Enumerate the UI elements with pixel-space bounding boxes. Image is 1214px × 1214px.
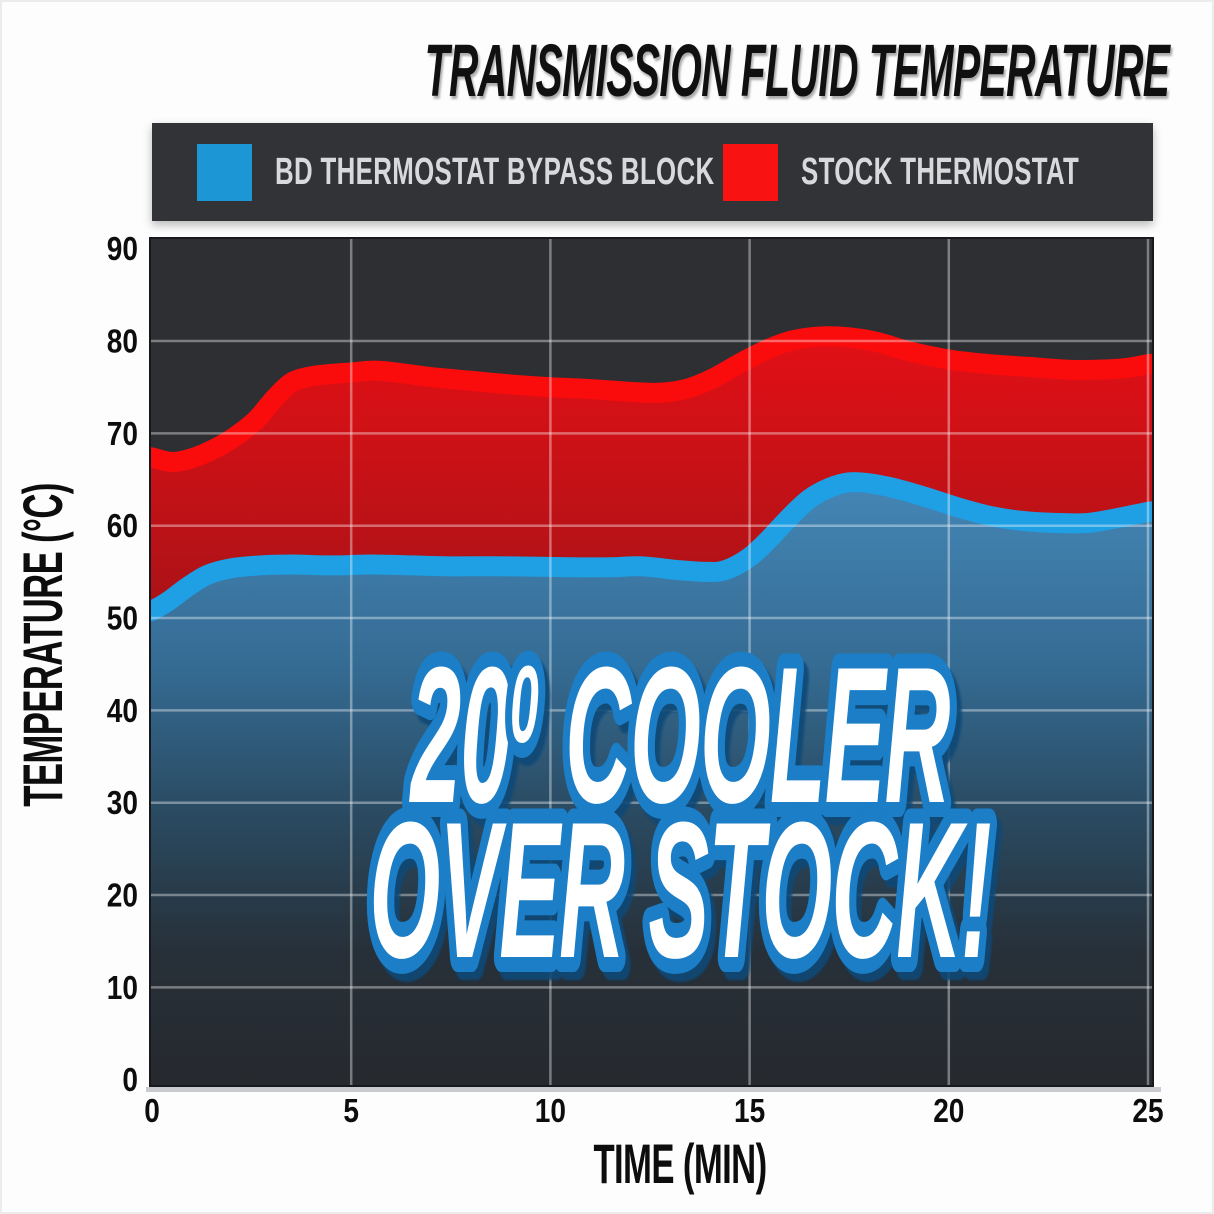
annotation-line-1: 200 COOLER xyxy=(409,628,950,844)
x-tick-label: 20 xyxy=(933,1093,964,1130)
page-title: TRANSMISSION FLUID TEMPERATURE xyxy=(120,32,1180,112)
plot-area: 0 5 10 15 20 25 0 10 20 30 40 50 60 70 80 90 TIME (MIN) T… xyxy=(12,231,1164,1195)
annotation-line-2: OVER STOCK! xyxy=(369,783,990,999)
x-tick-label: 25 xyxy=(1132,1093,1163,1130)
annotation-superscript: 0 xyxy=(510,643,538,766)
series-line-bd-thermostat xyxy=(150,471,1153,622)
y-tick-label: 30 xyxy=(107,785,138,822)
legend-label-bd: BD THERMOSTAT BYPASS BLOCK xyxy=(275,150,715,193)
y-tick-label: 60 xyxy=(107,508,138,545)
plot-border xyxy=(149,237,1154,1087)
x-tick-label: 15 xyxy=(734,1093,765,1130)
series-line-stock-thermostat xyxy=(150,326,1153,473)
x-tick-label: 5 xyxy=(343,1093,359,1130)
series-layer xyxy=(150,238,1153,1086)
y-tick-label: 90 xyxy=(107,231,138,268)
y-axis-title: TEMPERATURE (°C) xyxy=(12,483,75,806)
legend-swatch-blue xyxy=(197,144,252,201)
x-axis-line xyxy=(146,1087,1161,1092)
y-tick-label: 70 xyxy=(107,416,138,453)
legend: BD THERMOSTAT BYPASS BLOCK STOCK THERMOS… xyxy=(152,123,1153,221)
y-tick-label: 20 xyxy=(107,877,138,914)
y-tick-label: 80 xyxy=(107,323,138,360)
annotation-overlay: 200 COOLER OVER STOCK! xyxy=(359,618,1002,1010)
x-tick-label: 0 xyxy=(144,1093,160,1130)
y-tick-label: 40 xyxy=(107,693,138,730)
y-tick-label: 50 xyxy=(107,600,138,637)
legend-label-stock: STOCK THERMOSTAT xyxy=(801,150,1080,193)
x-axis-title: TIME (MIN) xyxy=(593,1133,766,1196)
y-tick-label: 10 xyxy=(107,970,138,1007)
page-title-text: TRANSMISSION FLUID TEMPERATURE xyxy=(424,29,1170,112)
y-tick-label: 0 xyxy=(122,1062,138,1099)
x-tick-label: 10 xyxy=(535,1093,566,1130)
legend-swatch-red xyxy=(723,144,778,201)
series-fill-bd-thermostat xyxy=(150,481,1153,1086)
